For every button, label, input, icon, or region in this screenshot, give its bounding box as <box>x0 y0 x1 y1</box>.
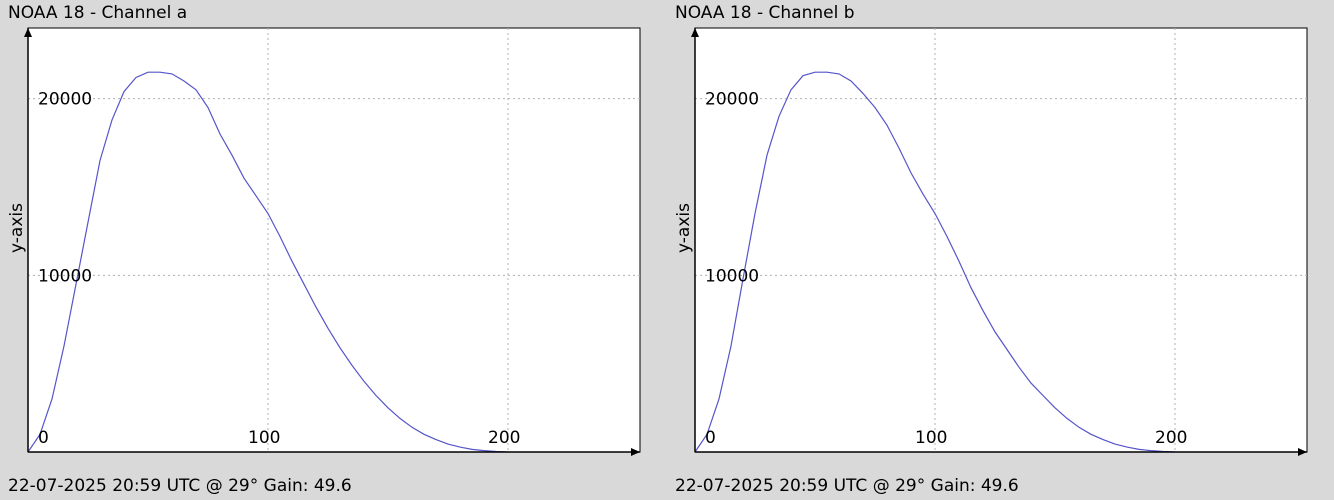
x-axis-arrow <box>1298 448 1307 456</box>
x-tick-label: 200 <box>1155 428 1187 448</box>
y-axis-label: y-axis <box>7 203 27 253</box>
y-axis-arrow <box>24 28 32 37</box>
chart-svg-b: 0 100 200 10000 20000 y-axis <box>674 27 1308 456</box>
x-tick-label: 0 <box>38 428 49 448</box>
series-line <box>694 71 1176 453</box>
y-tick-label: 10000 <box>705 266 759 286</box>
x-tick-label: 200 <box>488 428 520 448</box>
chart-title: NOAA 18 - Channel a <box>8 3 188 23</box>
plot-area <box>694 27 1308 453</box>
y-tick-label: 20000 <box>705 90 759 110</box>
chart-footer-status: 22-07-2025 20:59 UTC @ 29° Gain: 49.6 <box>8 476 352 496</box>
series-line <box>27 71 509 453</box>
y-axis-label: y-axis <box>674 203 694 253</box>
x-axis-arrow <box>631 448 640 456</box>
y-axis-arrow <box>691 28 699 37</box>
y-tick-label: 10000 <box>38 266 92 286</box>
y-tick-label: 20000 <box>38 90 92 110</box>
x-tick-label: 100 <box>248 428 280 448</box>
plot-area <box>27 27 641 453</box>
chart-panel-b: 0 100 200 10000 20000 y-axis NOAA 18 - Channe… <box>667 0 1327 500</box>
chart-footer-status: 22-07-2025 20:59 UTC @ 29° Gain: 49.6 <box>675 476 1019 496</box>
chart-title: NOAA 18 - Channel b <box>675 3 855 23</box>
x-tick-label: 0 <box>705 428 716 448</box>
x-tick-label: 100 <box>915 428 947 448</box>
chart-panel-a: 0 100 200 10000 20000 y-axis NOAA 18 - Channe… <box>0 0 660 500</box>
chart-svg-a: 0 100 200 10000 20000 y-axis <box>7 27 641 456</box>
